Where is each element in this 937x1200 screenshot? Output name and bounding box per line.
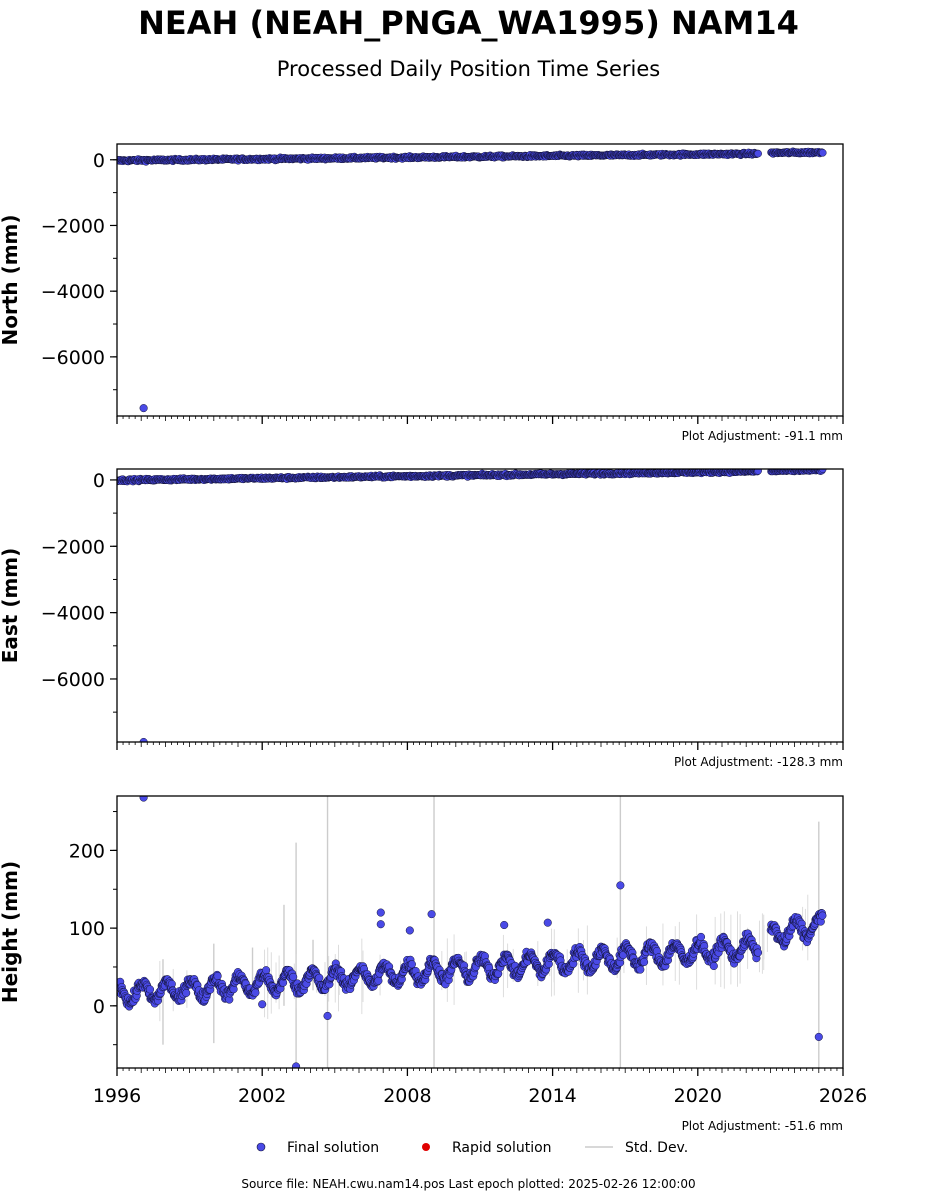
y-tick-label: −2000 [41,536,105,558]
data-point-outlier [323,1011,332,1020]
data-point [818,148,827,157]
y-tick-label: 0 [93,150,105,172]
data-point-outlier [139,737,148,742]
data-point [182,988,191,998]
data-point-outlier [139,404,148,413]
legend-rapid-marker [422,1143,430,1151]
panel-3: 200 100 0 1996 2002 2008 2014 2020 2026 Height (m… [0,795,867,1133]
data-point-outlier [139,796,148,802]
data-point-outlier [376,908,385,917]
y-tick-label: 100 [69,918,105,940]
y-tick-label: −4000 [41,281,105,303]
panel-2: 0 −2000 −4000 −6000 East (mm) Plot Adjustment… [0,468,844,769]
data-point [262,966,271,975]
plot-adjustment: Plot Adjustment: -51.6 mm [682,1119,843,1133]
plot-adjustment: Plot Adjustment: -91.1 mm [682,429,843,443]
data-point [315,973,324,982]
legend: Final solution Rapid solution Std. Dev. [256,1140,688,1156]
y-axis-label: North (mm) [0,214,22,345]
plot-adjustment: Plot Adjustment: -128.3 mm [674,755,843,769]
data-point [289,972,298,981]
y-tick-label: −6000 [41,347,105,369]
data-point [145,985,155,994]
x-tick-label: 2014 [528,1085,576,1107]
data-point [818,469,827,473]
plot-area [117,469,827,742]
data-point [754,469,762,475]
data-point [251,988,260,997]
y-tick-label: 200 [69,840,105,862]
data-point-outlier [814,1032,823,1041]
legend-stddev-label: Std. Dev. [625,1140,688,1156]
axes-frame [116,468,844,743]
chart-subtitle: Processed Daily Position Time Series [276,57,661,81]
y-tick-label: 0 [93,470,105,492]
y-axis-label: East (mm) [0,548,22,664]
y-tick-label: −4000 [41,603,105,625]
data-point [709,961,718,971]
data-point-outlier [405,926,414,935]
plot-area [117,796,827,1068]
data-point [407,960,416,969]
plot-area [117,147,827,413]
data-point-outlier [543,918,552,927]
x-tick-label: 2026 [819,1085,867,1107]
x-tick-label: 1996 [93,1085,141,1107]
data-point-outlier [427,910,436,919]
data-point-outlier [616,881,625,890]
y-tick-label: 0 [93,996,105,1018]
x-tick-label: 2002 [238,1085,286,1107]
legend-final-label: Final solution [287,1140,379,1156]
data-point [636,965,645,974]
data-point [213,971,222,981]
data-point-outlier [500,920,509,930]
chart-title: NEAH (NEAH_PNGA_WA1995) NAM14 [138,4,799,42]
data-point-outlier [376,920,385,929]
legend-final-marker [256,1142,266,1152]
data-point-outlier [258,1000,267,1009]
data-point [753,948,763,957]
data-point [754,149,762,158]
source-footer: Source file: NEAH.cwu.nam14.pos Last epo… [241,1177,696,1191]
x-tick-label: 2020 [674,1085,722,1107]
data-point [818,911,827,920]
data-point-outlier [292,1062,301,1068]
data-point [640,957,649,967]
data-point [374,976,383,985]
data-point [696,932,706,941]
legend-rapid-label: Rapid solution [452,1140,552,1156]
axes-frame [116,795,844,1069]
axes-frame [116,143,844,417]
y-tick-label: −2000 [41,215,105,237]
y-tick-label: −6000 [41,669,105,691]
y-axis-label: Height (mm) [0,861,22,1003]
panel-1: 0 −2000 −4000 −6000 North (mm) Plot Adjustmen… [0,143,844,443]
x-tick-label: 2008 [383,1085,431,1107]
